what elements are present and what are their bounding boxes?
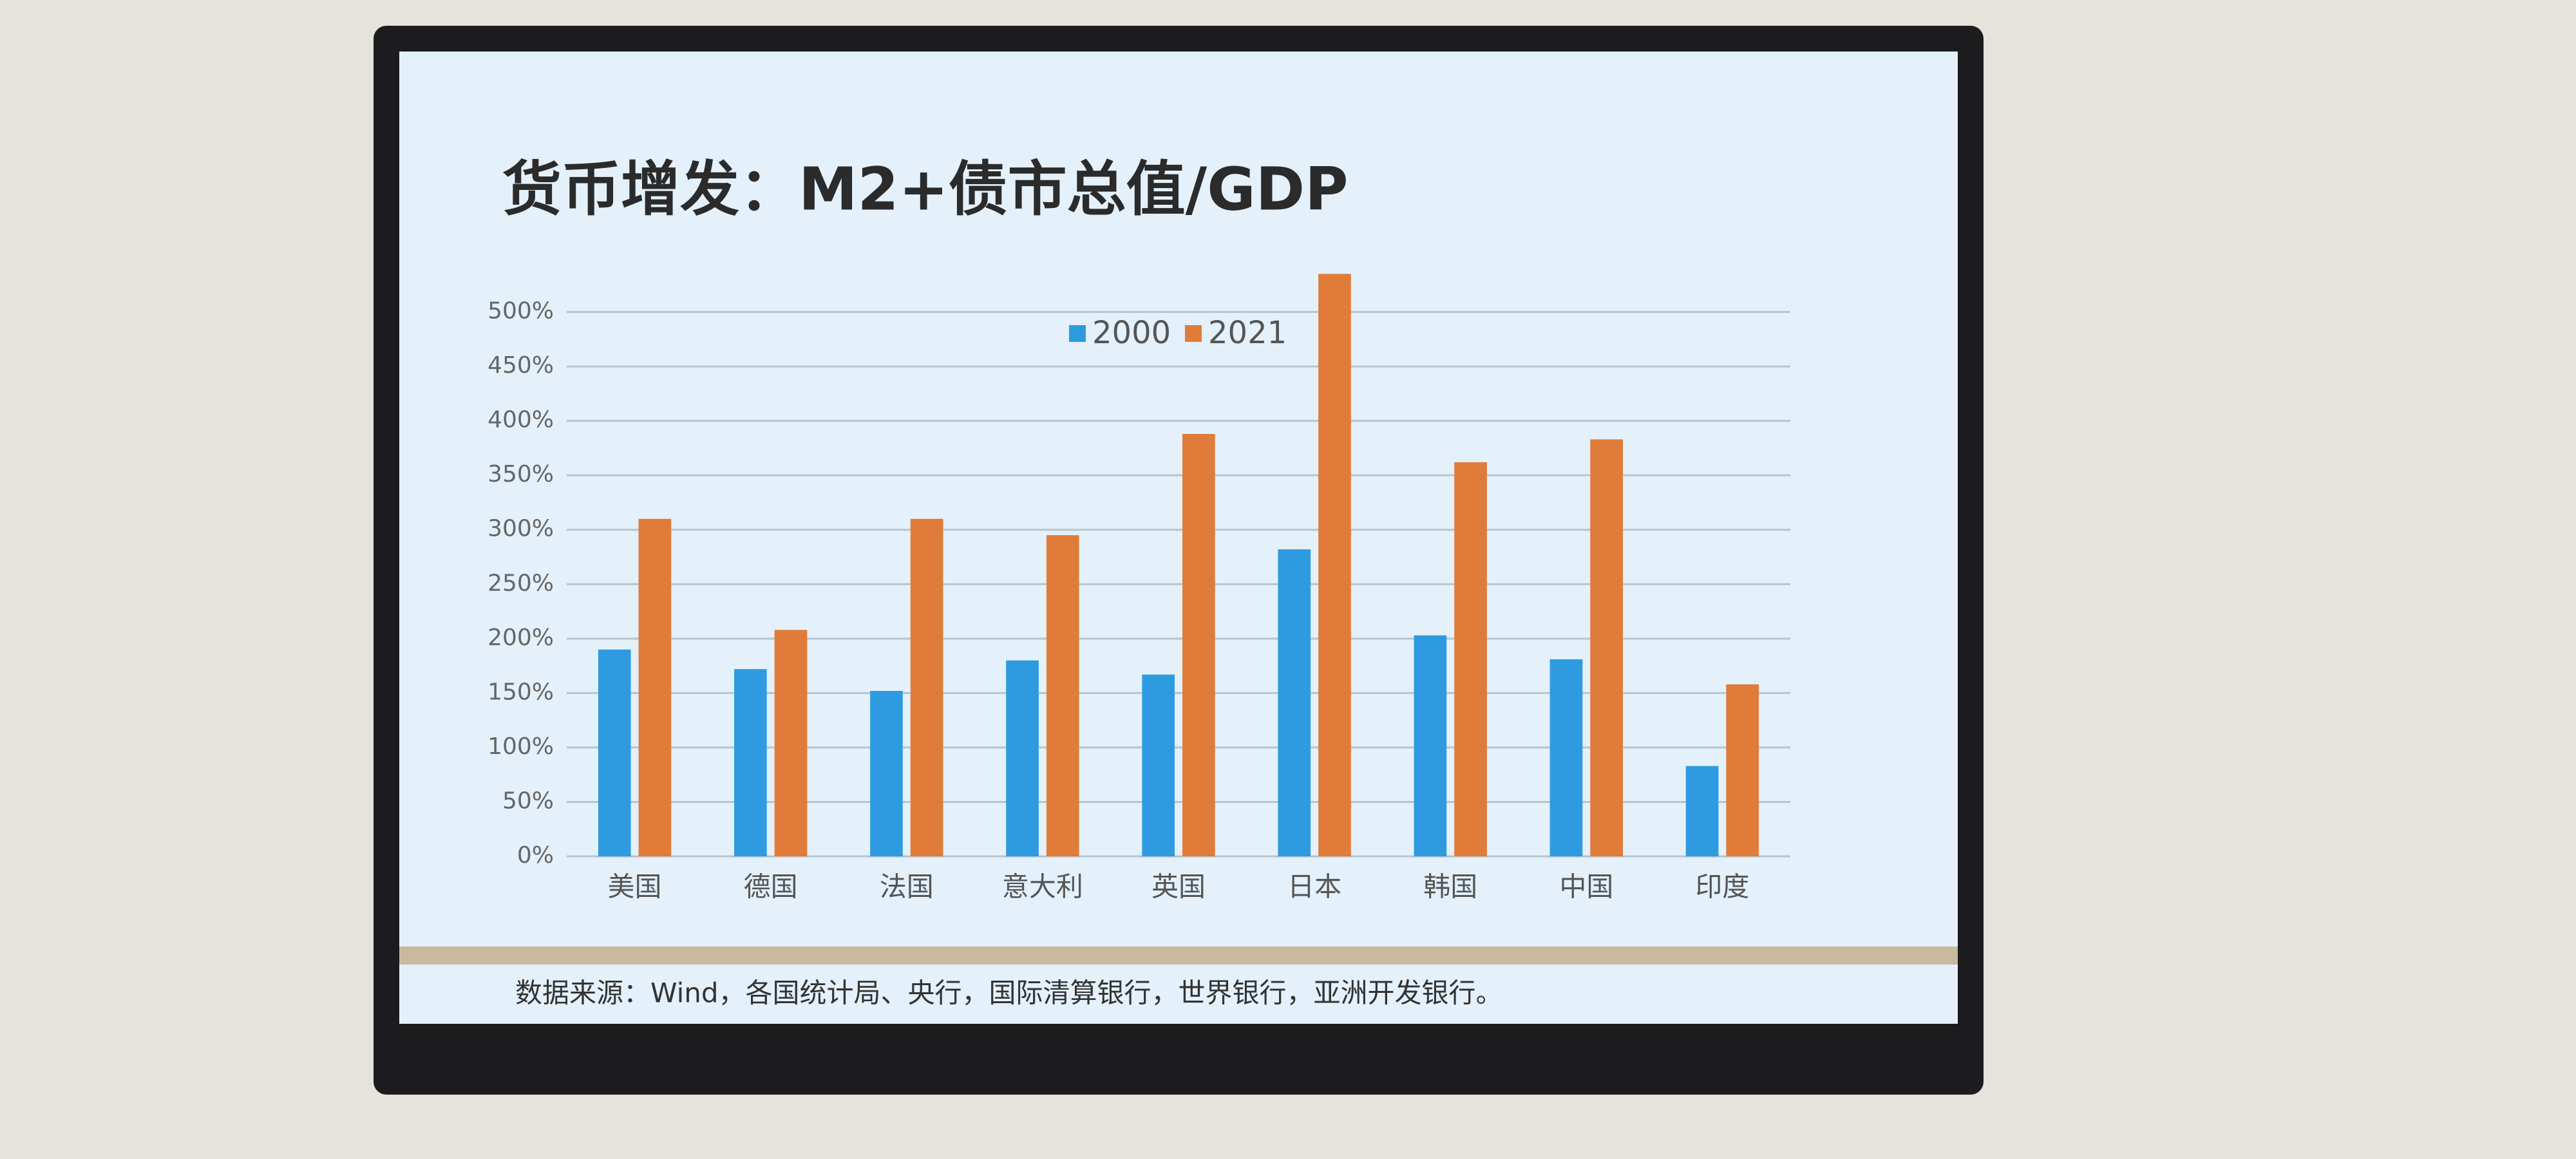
- bar: [1006, 660, 1039, 856]
- bar: [598, 649, 631, 856]
- legend-swatch: [1069, 325, 1086, 342]
- bar: [1318, 274, 1351, 856]
- bar: [1726, 684, 1759, 856]
- y-tick-label: 500%: [488, 298, 554, 325]
- y-tick-label: 250%: [488, 570, 554, 596]
- y-tick-label: 200%: [488, 625, 554, 651]
- x-tick-label: 日本: [1287, 871, 1341, 903]
- bar: [1278, 549, 1311, 856]
- y-tick-label: 100%: [488, 733, 554, 760]
- y-tick-label: 300%: [488, 516, 554, 542]
- x-tick-label: 美国: [608, 871, 662, 903]
- y-tick-label: 150%: [488, 679, 554, 705]
- bar: [1590, 439, 1623, 856]
- x-tick-label: 意大利: [1002, 871, 1083, 903]
- bar: [1549, 659, 1583, 856]
- legend-swatch: [1185, 325, 1202, 342]
- bar: [734, 669, 767, 856]
- y-tick-label: 400%: [488, 407, 554, 433]
- y-tick-label: 50%: [502, 787, 554, 814]
- y-tick-label: 350%: [488, 461, 554, 487]
- chart-title: 货币增发：M2+债市总值/GDP: [502, 155, 1349, 223]
- bar: [774, 630, 808, 856]
- x-tick-label: 英国: [1151, 871, 1206, 903]
- bar: [638, 518, 672, 856]
- bar: [1046, 535, 1079, 856]
- source-note: 数据来源：Wind，各国统计局、央行，国际清算银行，世界银行，亚洲开发银行。: [515, 977, 1503, 1009]
- x-tick-label: 德国: [744, 871, 798, 903]
- legend-label: 2000: [1092, 315, 1171, 351]
- x-tick-label: 法国: [880, 871, 934, 903]
- x-tick-label: 印度: [1695, 871, 1749, 903]
- x-tick-label: 中国: [1559, 871, 1613, 903]
- bar: [1685, 766, 1719, 856]
- legend-label: 2021: [1208, 315, 1287, 351]
- bar: [1142, 674, 1175, 856]
- x-tick-label: 韩国: [1423, 871, 1477, 903]
- bar: [1182, 433, 1215, 856]
- footer-band: [399, 947, 1958, 965]
- bar: [1454, 462, 1487, 856]
- bar: [910, 518, 943, 856]
- bar: [870, 690, 903, 856]
- bar: [1414, 635, 1447, 856]
- y-tick-label: 0%: [517, 842, 554, 869]
- y-tick-label: 450%: [488, 352, 554, 379]
